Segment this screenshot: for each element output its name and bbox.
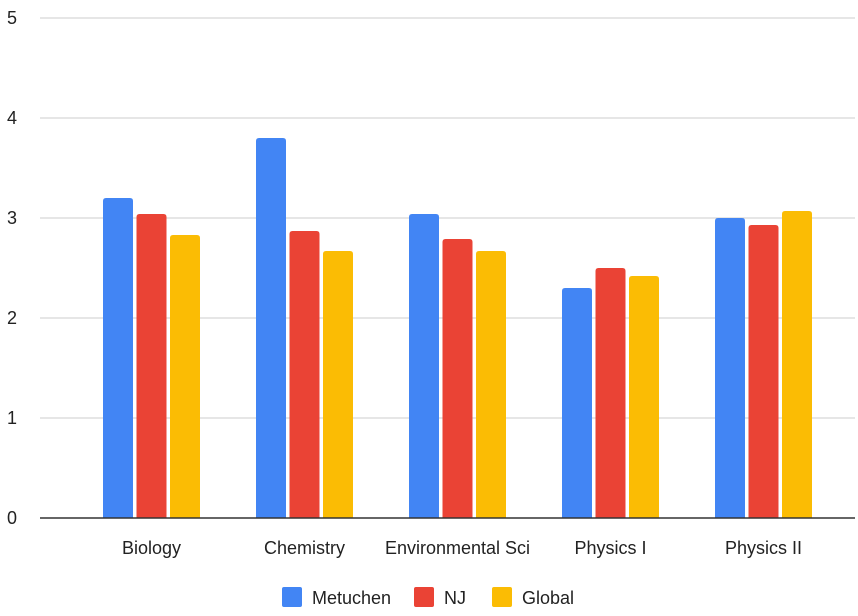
x-category-label: Environmental Sci bbox=[385, 538, 530, 558]
bar-metuchen-physics-i bbox=[562, 288, 592, 518]
legend-label-global: Global bbox=[522, 588, 574, 608]
bar-global-physics-ii bbox=[782, 211, 812, 518]
x-category-label: Physics II bbox=[725, 538, 802, 558]
bar-nj-physics-ii bbox=[748, 225, 779, 518]
legend-swatch-nj bbox=[414, 587, 434, 607]
bar-global-environmental-sci bbox=[476, 251, 506, 518]
bar-nj-chemistry bbox=[289, 231, 320, 518]
y-axis-tick-labels: 0 1 2 3 4 5 bbox=[7, 8, 17, 528]
y-tick-label: 1 bbox=[7, 408, 17, 428]
y-tick-label: 5 bbox=[7, 8, 17, 28]
legend-swatch-global bbox=[492, 587, 512, 607]
legend: Metuchen NJ Global bbox=[282, 587, 574, 608]
legend-swatch-metuchen bbox=[282, 587, 302, 607]
bar-global-biology bbox=[170, 235, 200, 518]
legend-label-nj: NJ bbox=[444, 588, 466, 608]
bar-global-chemistry bbox=[323, 251, 353, 518]
y-tick-label: 3 bbox=[7, 208, 17, 228]
bar-metuchen-biology bbox=[103, 198, 133, 518]
x-category-label: Physics I bbox=[574, 538, 646, 558]
bar-nj-physics-i bbox=[595, 268, 626, 518]
y-tick-label: 0 bbox=[7, 508, 17, 528]
x-axis-category-labels: Biology Chemistry Environmental Sci Physics… bbox=[122, 538, 802, 558]
y-tick-label: 2 bbox=[7, 308, 17, 328]
bar-metuchen-physics-ii bbox=[715, 218, 745, 518]
bars bbox=[103, 138, 812, 518]
legend-label-metuchen: Metuchen bbox=[312, 588, 391, 608]
bar-global-physics-i bbox=[629, 276, 659, 518]
bar-metuchen-environmental-sci bbox=[409, 214, 439, 518]
bar-metuchen-chemistry bbox=[256, 138, 286, 518]
bar-nj-environmental-sci bbox=[442, 239, 473, 518]
x-category-label: Biology bbox=[122, 538, 181, 558]
x-category-label: Chemistry bbox=[264, 538, 345, 558]
bar-nj-biology bbox=[136, 214, 167, 518]
y-tick-label: 4 bbox=[7, 108, 17, 128]
